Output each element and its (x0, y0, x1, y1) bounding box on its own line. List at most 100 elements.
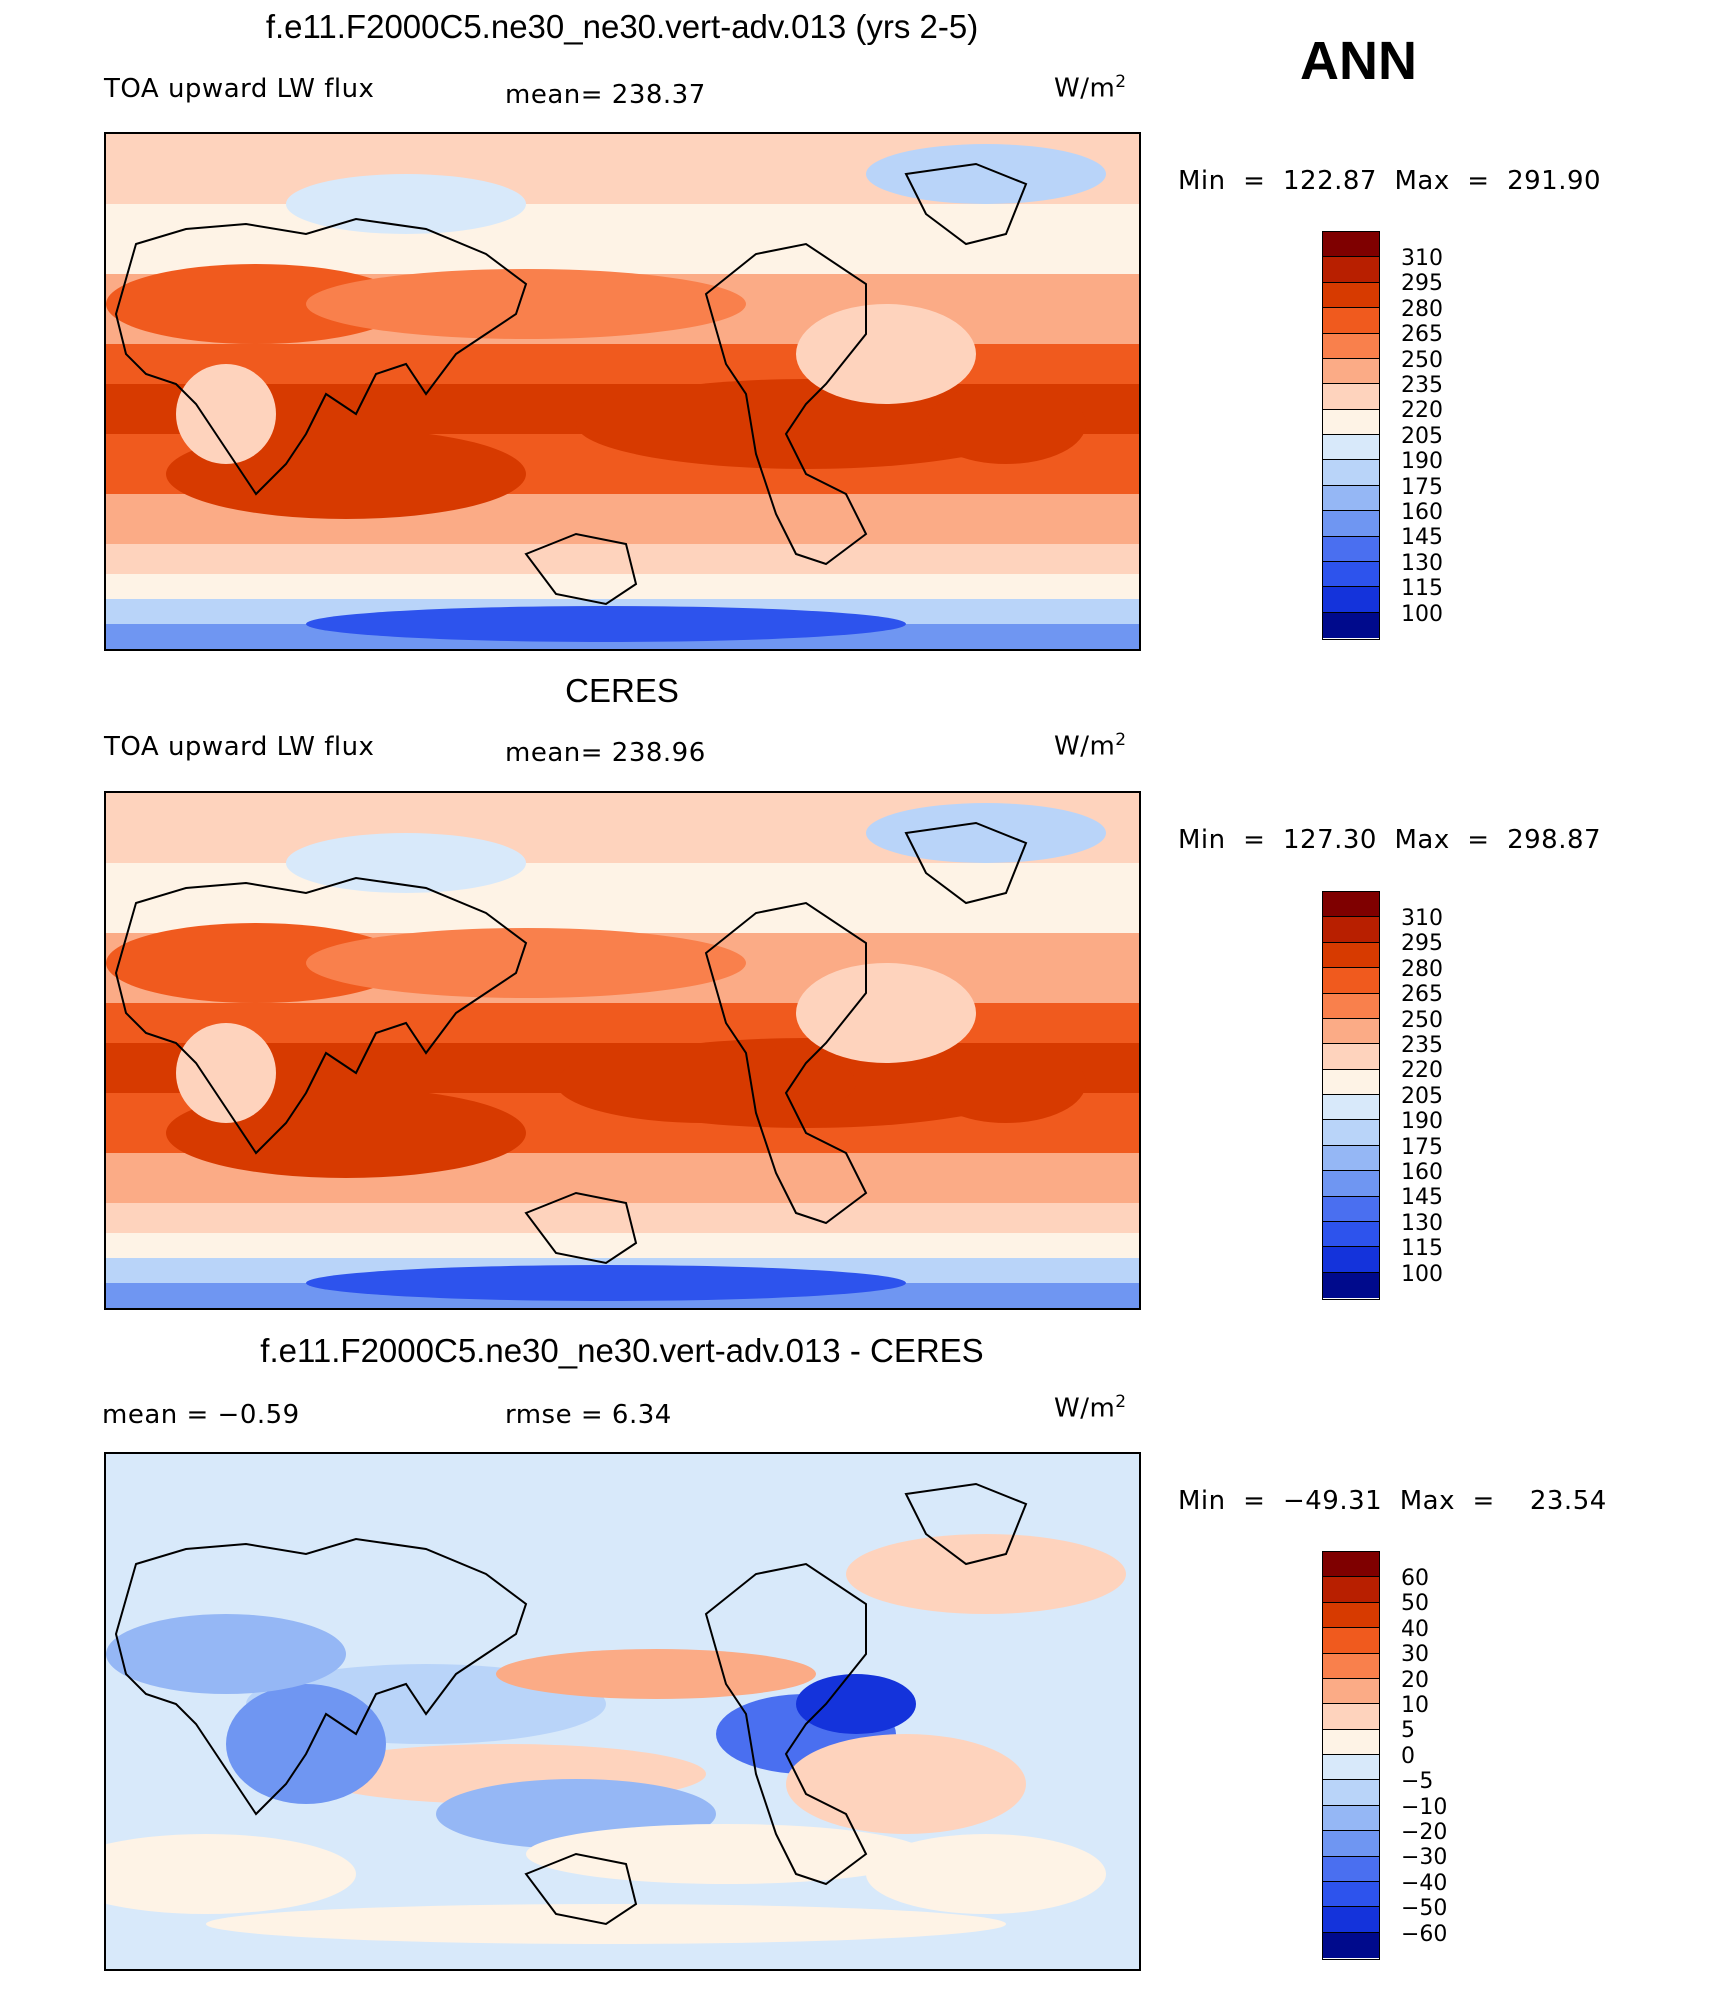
colorbar-swatch (1323, 1755, 1379, 1781)
colorbar-swatch (1323, 1095, 1379, 1121)
field-blob (286, 833, 526, 893)
panel2-map (104, 791, 1141, 1310)
panel3-units: W/m2 (1054, 1392, 1127, 1424)
field-band (106, 574, 1139, 599)
field-blob (106, 264, 406, 344)
field-band (106, 344, 1139, 384)
season-label: ANN (1300, 31, 1417, 91)
field-blob (796, 304, 976, 404)
field-band (106, 204, 1139, 274)
field-blob (786, 1734, 1026, 1834)
field-blob (926, 384, 1086, 464)
field-blob (926, 1043, 1086, 1123)
colorbar-swatch (1323, 942, 1379, 969)
colorbar-tick-label: −40 (1401, 1870, 1448, 1896)
panel2-colorbar (1322, 891, 1380, 1300)
colorbar-swatch (1323, 1780, 1379, 1806)
colorbar-swatch (1323, 536, 1379, 562)
field-blob (176, 1023, 276, 1123)
colorbar-swatch (1323, 1856, 1379, 1882)
colorbar-tick-label: 30 (1401, 1642, 1429, 1668)
colorbar-tick-label: 220 (1401, 1058, 1443, 1084)
colorbar-swatch (1323, 612, 1379, 638)
colorbar-tick-label: 20 (1401, 1667, 1429, 1693)
colorbar-tick-label: 145 (1401, 525, 1443, 551)
panel2-minmax: Min = 127.30 Max = 298.87 (1178, 825, 1602, 855)
colorbar-swatch (1323, 1729, 1379, 1755)
field-blob (226, 1684, 386, 1804)
colorbar-swatch (1323, 1171, 1379, 1197)
field-band (106, 544, 1139, 574)
colorbar-swatch (1323, 1653, 1379, 1679)
field-blob (526, 1824, 926, 1884)
colorbar-swatch (1323, 1145, 1379, 1172)
field-blob (106, 1614, 346, 1694)
panel3-title: f.e11.F2000C5.ne30_ne30.vert-adv.013 - C… (260, 1332, 984, 1369)
colorbar-tick-label: 310 (1401, 246, 1443, 271)
colorbar-tick-label: 265 (1401, 322, 1443, 348)
colorbar-tick-label: 250 (1401, 347, 1443, 373)
colorbar-swatch (1323, 460, 1379, 486)
colorbar-tick-label: 130 (1401, 1210, 1443, 1236)
colorbar-tick-label: 175 (1401, 1134, 1443, 1160)
coastline (114, 1482, 1028, 1926)
field-band (106, 1203, 1139, 1233)
panel3-map-field (106, 1454, 1139, 1969)
field-blob (866, 803, 1106, 863)
colorbar-swatch (1323, 1932, 1379, 1958)
colorbar-tick-label: 100 (1401, 1261, 1443, 1287)
colorbar-swatch (1323, 511, 1379, 537)
panel2-mean-label: mean= 238.96 (505, 738, 706, 768)
colorbar-tick-label: 145 (1401, 1185, 1443, 1211)
colorbar-tick-label: 175 (1401, 474, 1443, 500)
colorbar-tick-label: 5 (1401, 1718, 1415, 1744)
panel1-units: W/m2 (1054, 72, 1127, 104)
colorbar-tick-label: 160 (1401, 500, 1443, 526)
panel1-colorbar-labels: 310 295 280 265 250 235 220 205 190 175 160 145 130 1… (1401, 246, 1443, 627)
field-blob (556, 1043, 856, 1123)
colorbar-swatch (1323, 1602, 1379, 1629)
panel3-map (104, 1452, 1141, 1971)
colorbar-swatch (1323, 1196, 1379, 1222)
panel2-map-field (106, 793, 1139, 1308)
panel1-map (104, 132, 1141, 651)
colorbar-tick-label: 50 (1401, 1591, 1429, 1617)
field-blob (496, 1649, 816, 1699)
colorbar-swatch (1323, 561, 1379, 588)
colorbar-swatch (1323, 1221, 1379, 1248)
field-blob (306, 269, 746, 339)
colorbar-swatch (1323, 1805, 1379, 1832)
colorbar-swatch (1323, 1577, 1379, 1603)
colorbar-swatch (1323, 1628, 1379, 1654)
colorbar-tick-label: −5 (1401, 1769, 1434, 1795)
colorbar-swatch (1323, 384, 1379, 410)
panel3-colorbar-labels: 60 50 40 30 20 10 5 0 −5 −10 −20 −30 −40 −50 −60 (1401, 1566, 1447, 1947)
colorbar-tick-label: 10 (1401, 1693, 1429, 1719)
colorbar-swatch (1323, 1069, 1379, 1095)
colorbar-swatch (1323, 1704, 1379, 1730)
field-blob (306, 606, 906, 642)
panel1-map-field (106, 134, 1139, 649)
colorbar-swatch (1323, 993, 1379, 1019)
panel1-minmax: Min = 122.87 Max = 291.90 (1178, 166, 1602, 196)
panel2-units: W/m2 (1054, 730, 1127, 762)
colorbar-swatch (1323, 1044, 1379, 1070)
colorbar-swatch (1323, 282, 1379, 309)
field-blob (106, 1834, 356, 1914)
colorbar-swatch (1323, 485, 1379, 512)
colorbar-swatch (1323, 1881, 1379, 1908)
colorbar-swatch (1323, 1907, 1379, 1933)
colorbar-swatch (1323, 1120, 1379, 1146)
colorbar-swatch (1323, 257, 1379, 283)
colorbar-tick-label: 115 (1401, 1236, 1443, 1262)
panel1-variable-label: TOA upward LW flux (104, 74, 375, 104)
colorbar-swatch (1323, 1272, 1379, 1298)
colorbar-swatch (1323, 333, 1379, 359)
field-band (106, 1003, 1139, 1043)
panel2-colorbar-labels: 310 295 280 265 250 235 220 205 190 175 160 145 130 1… (1401, 906, 1443, 1287)
colorbar-swatch (1323, 892, 1379, 918)
colorbar-tick-label: 235 (1401, 373, 1443, 399)
colorbar-tick-label: 205 (1401, 1083, 1443, 1109)
coastline (114, 162, 1028, 606)
colorbar-tick-label: 250 (1401, 1007, 1443, 1033)
